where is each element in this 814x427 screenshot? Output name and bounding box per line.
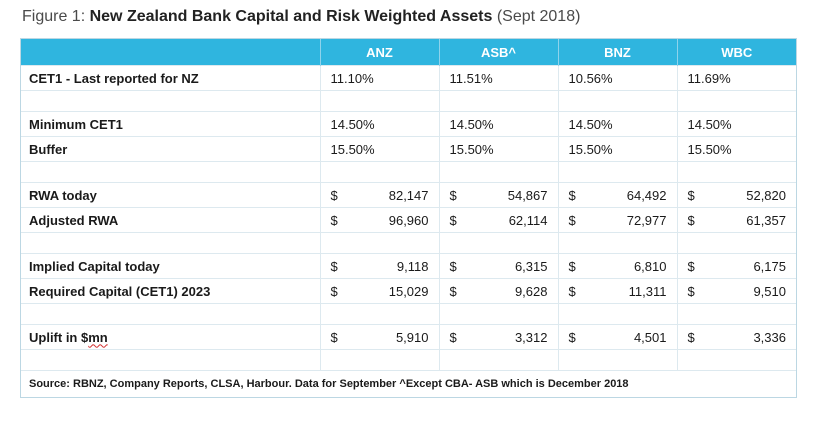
cell-adj-rwa-asb: 62,114 [508,212,548,228]
cell-adj-rwa-wbc: 61,357 [746,212,786,228]
cell-min-cet1-anz: 14.50% [330,116,375,132]
cell-rwa-today-asb: 54,867 [507,187,548,203]
cell-adj-rwa-anz: 96,960 [388,212,429,228]
header-asb: ASB^ [438,39,558,66]
spacer-row [21,232,796,254]
cell-required-anz: 15,029 [388,283,429,299]
row-label: CET1 - Last reported for NZ [21,65,320,91]
cell-implied-asb: 6,315 [514,258,548,274]
currency-symbol: $ [449,329,457,345]
currency-symbol: $ [330,329,338,345]
row-required-capital: Required Capital (CET1) 2023 $15,029 $9,… [21,278,796,304]
capital-table: ANZ ASB^ BNZ WBC CET1 - Last reported fo… [21,39,796,397]
row-label: Required Capital (CET1) 2023 [21,278,320,304]
cell-min-cet1-asb: 14.50% [449,116,494,132]
cell-uplift-wbc: 3,336 [753,329,786,345]
cell-required-wbc: 9,510 [753,283,786,299]
row-label: Adjusted RWA [21,207,320,233]
figure-title: Figure 1: New Zealand Bank Capital and R… [22,8,580,26]
row-rwa-today: RWA today $82,147 $54,867 $64,492 $52,82… [21,182,796,208]
cell-implied-bnz: 6,810 [633,258,667,274]
uplift-label-prefix: Uplift in $ [29,329,89,345]
cell-rwa-today-bnz: 64,492 [626,187,667,203]
cell-buffer-bnz: 15.50% [568,141,613,157]
cell-uplift-asb: 3,312 [514,329,548,345]
spacer-row [21,349,796,371]
row-label: Implied Capital today [21,253,320,279]
cell-buffer-anz: 15.50% [330,141,375,157]
currency-symbol: $ [449,187,457,203]
cell-buffer-asb: 15.50% [449,141,494,157]
header-row: ANZ ASB^ BNZ WBC [21,39,796,66]
currency-symbol: $ [687,258,695,274]
row-implied-capital: Implied Capital today $9,118 $6,315 $6,8… [21,253,796,279]
header-blank [21,39,320,66]
currency-symbol: $ [687,187,695,203]
figure-prefix: Figure 1: [22,8,90,25]
header-anz: ANZ [319,39,439,66]
row-label: Buffer [21,136,320,162]
capital-table-container: ANZ ASB^ BNZ WBC CET1 - Last reported fo… [20,38,797,398]
row-min-cet1: Minimum CET1 14.50% 14.50% 14.50% 14.50% [21,111,796,137]
row-uplift: Uplift in $mn $5,910 $3,312 $4,501 $3,33… [21,324,796,350]
row-label: RWA today [21,182,320,208]
row-adjusted-rwa: Adjusted RWA $96,960 $62,114 $72,977 $61… [21,207,796,233]
currency-symbol: $ [687,329,695,345]
cell-uplift-anz: 5,910 [395,329,429,345]
cell-adj-rwa-bnz: 72,977 [626,212,667,228]
currency-symbol: $ [568,187,576,203]
cell-cet1-wbc: 11.69% [687,70,731,86]
row-buffer: Buffer 15.50% 15.50% 15.50% 15.50% [21,136,796,162]
currency-symbol: $ [449,212,457,228]
cell-cet1-anz: 11.10% [330,70,374,86]
spacer-row [21,90,796,112]
cell-min-cet1-wbc: 14.50% [687,116,732,132]
row-label: Minimum CET1 [21,111,320,137]
figure-title-bold: New Zealand Bank Capital and Risk Weight… [89,8,493,25]
currency-symbol: $ [330,258,338,274]
cell-rwa-today-wbc: 52,820 [746,187,786,203]
header-wbc: WBC [676,39,796,66]
currency-symbol: $ [330,283,338,299]
source-note: Source: RBNZ, Company Reports, CLSA, Har… [21,370,796,397]
currency-symbol: $ [687,283,695,299]
cell-cet1-bnz: 10.56% [568,70,613,86]
cell-min-cet1-bnz: 14.50% [568,116,613,132]
row-label: Uplift in $mn [21,324,320,350]
cell-buffer-wbc: 15.50% [687,141,732,157]
source-row: Source: RBNZ, Company Reports, CLSA, Har… [21,370,796,397]
currency-symbol: $ [687,212,695,228]
cell-implied-anz: 9,118 [396,258,429,274]
uplift-label-unit: mn [88,329,108,345]
cell-implied-wbc: 6,175 [753,258,786,274]
currency-symbol: $ [568,283,576,299]
currency-symbol: $ [568,258,576,274]
currency-symbol: $ [330,187,338,203]
currency-symbol: $ [568,212,576,228]
cell-uplift-bnz: 4,501 [633,329,667,345]
currency-symbol: $ [449,258,457,274]
row-cet1: CET1 - Last reported for NZ 11.10% 11.51… [21,65,796,91]
currency-symbol: $ [568,329,576,345]
currency-symbol: $ [449,283,457,299]
figure-title-suffix: (Sept 2018) [492,8,581,25]
spacer-row [21,161,796,183]
cell-required-bnz: 11,311 [628,283,667,299]
spacer-row [21,303,796,325]
cell-rwa-today-anz: 82,147 [388,187,429,203]
cell-cet1-asb: 11.51% [449,70,493,86]
currency-symbol: $ [330,212,338,228]
header-bnz: BNZ [557,39,677,66]
cell-required-asb: 9,628 [514,283,548,299]
